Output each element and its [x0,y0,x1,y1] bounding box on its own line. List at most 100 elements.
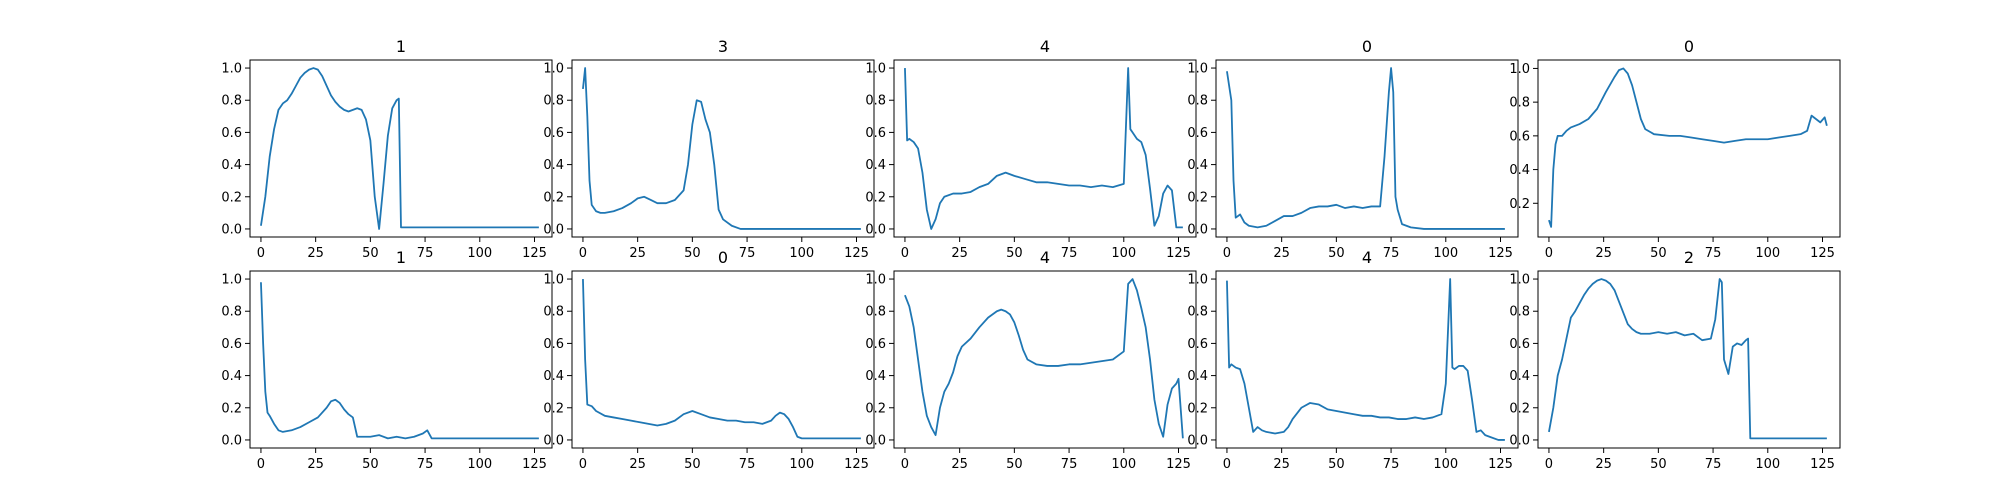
subplot-title: 0 [1362,37,1372,56]
axes-frame [1537,59,1841,238]
y-tick-label: 0.8 [1509,305,1530,320]
y-tick-label: 0.0 [1187,222,1208,237]
x-tick-label: 100 [789,246,814,261]
series-line-1 [260,282,539,440]
subplot-title: 1 [396,248,406,267]
y-tick-label: 0.8 [221,305,242,320]
x-tick-label: 125 [844,246,869,261]
y-tick-label: 0.8 [1187,94,1208,109]
y-tick-label: 0.4 [1509,369,1530,384]
subplot-7: 0 0 25 50 75 100 125 0.0 0.2 0.4 0.6 0.8 1.0 [543,248,875,472]
series-line-1 [1548,67,1828,228]
x-tick-label: 50 [362,457,379,472]
x-tick-label: 100 [1433,457,1458,472]
x-tick-label: 25 [951,246,968,261]
y-tick-label: 0.4 [221,158,242,173]
y-tick-label: 0.0 [1509,433,1530,448]
subplot-8: 4 0 25 50 75 100 125 0.0 0.2 0.4 0.6 0.8 1.0 [865,248,1197,472]
y-tick-label: 0.0 [865,433,886,448]
axes-frame [893,270,1197,449]
x-tick-label: 50 [362,246,379,261]
x-tick-label: 125 [1810,246,1835,261]
series-line-1 [904,278,1184,439]
y-tick-label: 1.0 [543,273,564,288]
y-tick-label: 0.4 [221,369,242,384]
x-tick-label: 25 [1273,246,1290,261]
y-tick-label: 0.2 [1509,197,1530,212]
y-tick-label: 0.2 [221,401,242,416]
y-tick-label: 0.8 [221,94,242,109]
y-tick-label: 1.0 [865,62,886,77]
y-tick-label: 0.6 [865,337,886,352]
x-tick-label: 75 [739,457,756,472]
x-tick-label: 0 [901,246,909,261]
y-tick-label: 0.8 [865,305,886,320]
x-tick-label: 0 [257,246,265,261]
series-line-1 [904,67,1183,230]
axes-frame [249,270,553,449]
y-tick-label: 0.4 [865,369,886,384]
y-tick-label: 0.0 [865,222,886,237]
x-tick-label: 0 [257,457,265,472]
x-tick-label: 0 [579,246,587,261]
x-tick-label: 125 [1488,246,1513,261]
x-tick-label: 0 [1223,246,1231,261]
y-tick-label: 0.8 [543,94,564,109]
x-tick-label: 100 [1433,246,1458,261]
x-tick-label: 50 [1328,246,1345,261]
x-tick-label: 100 [1111,246,1136,261]
x-tick-label: 25 [1595,246,1612,261]
y-tick-label: 0.4 [1509,163,1530,178]
y-tick-label: 1.0 [1509,273,1530,288]
series-line-1 [1226,278,1505,441]
x-tick-label: 0 [1545,457,1553,472]
x-tick-label: 25 [307,457,324,472]
y-tick-label: 0.0 [543,433,564,448]
y-tick-label: 0.0 [1187,433,1208,448]
subplot-4: 0 0 25 50 75 100 125 0.0 0.2 0.4 0.6 0.8 1.0 [1187,37,1519,261]
x-tick-label: 0 [901,457,909,472]
x-tick-label: 0 [579,457,587,472]
subplot-title: 3 [718,37,728,56]
y-tick-label: 0.6 [221,126,242,141]
x-tick-label: 75 [1705,457,1722,472]
y-tick-label: 0.0 [221,433,242,448]
axes-frame [893,59,1197,238]
subplot-10: 2 0 25 50 75 100 125 0.0 0.2 0.4 0.6 0.8 1.0 [1509,248,1841,472]
y-tick-label: 0.8 [543,305,564,320]
y-tick-label: 1.0 [221,62,242,77]
x-tick-label: 50 [684,457,701,472]
x-tick-label: 50 [1650,246,1667,261]
x-tick-label: 75 [417,457,434,472]
subplot-title: 4 [1362,248,1372,267]
subplot-6: 1 0 25 50 75 100 125 0.0 0.2 0.4 0.6 0.8 1.0 [221,248,553,472]
y-tick-label: 1.0 [865,273,886,288]
subplot-title: 0 [718,248,728,267]
y-tick-label: 1.0 [543,62,564,77]
y-tick-label: 0.2 [865,190,886,205]
y-tick-label: 0.8 [1509,96,1530,111]
x-tick-label: 75 [417,246,434,261]
series-line-1 [1226,67,1505,230]
series-line-1 [260,67,539,230]
x-tick-label: 125 [1810,457,1835,472]
x-tick-label: 75 [1383,457,1400,472]
x-tick-label: 50 [1328,457,1345,472]
x-tick-label: 100 [789,457,814,472]
x-tick-label: 75 [1705,246,1722,261]
x-tick-label: 25 [307,246,324,261]
series-line-1 [1548,278,1827,440]
y-tick-label: 0.0 [543,222,564,237]
x-tick-label: 125 [1166,246,1191,261]
x-tick-label: 25 [629,457,646,472]
x-tick-label: 100 [1755,457,1780,472]
subplot-title: 2 [1684,248,1694,267]
axes-frame [249,59,553,238]
y-tick-label: 0.0 [221,222,242,237]
x-tick-label: 75 [1383,246,1400,261]
y-tick-label: 0.6 [865,126,886,141]
axes-frame [1537,270,1841,449]
x-tick-label: 75 [1061,457,1078,472]
x-tick-label: 50 [1006,457,1023,472]
